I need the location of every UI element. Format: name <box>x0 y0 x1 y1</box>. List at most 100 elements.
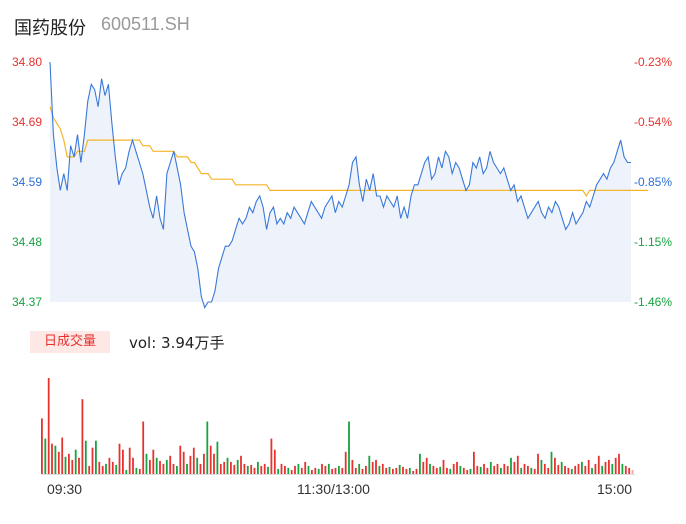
volume-badge[interactable]: 日成交量 <box>30 331 110 353</box>
pct-label-top: -0.23% <box>633 55 672 69</box>
volume-bar <box>388 466 391 474</box>
volume-bar <box>365 465 367 474</box>
volume-bar <box>341 467 344 474</box>
volume-bar <box>540 459 543 474</box>
volume-bar <box>135 467 138 474</box>
volume-bar <box>41 418 43 474</box>
volume-bar <box>550 451 553 474</box>
volume-bar <box>574 465 577 474</box>
volume-bar <box>196 457 199 474</box>
volume-bar <box>378 465 381 474</box>
volume-bar <box>199 463 202 474</box>
volume-bar <box>273 449 276 474</box>
volume-bar <box>371 461 374 474</box>
volume-bar <box>105 463 107 474</box>
volume-bar <box>246 465 249 474</box>
price-label-bottom: 34.37 <box>12 295 43 309</box>
volume-bar <box>280 463 283 474</box>
volume-bar <box>74 449 77 474</box>
volume-bar <box>78 457 80 474</box>
price-label-middle: 34.59 <box>12 175 43 189</box>
volume-bar <box>473 451 475 474</box>
volume-bar <box>314 467 317 474</box>
volume-bar <box>115 464 118 474</box>
volume-bar <box>51 443 53 474</box>
volume-bar <box>479 466 482 474</box>
volume-bar <box>243 463 246 474</box>
volume-bar <box>354 467 357 474</box>
volume-bar <box>203 453 205 474</box>
volume-total: vol: 3.94万手 <box>129 334 225 352</box>
volume-bar <box>608 459 610 474</box>
volume-bar <box>584 465 587 474</box>
volume-bar <box>594 463 597 474</box>
volume-bar <box>381 463 384 474</box>
volume-bar <box>419 453 421 474</box>
volume-bar <box>213 453 215 474</box>
volume-bar <box>132 457 134 474</box>
volume-bar <box>516 455 519 474</box>
volume-bar <box>47 378 50 474</box>
volume-bar <box>395 467 398 474</box>
stock-code: 600511.SH <box>101 14 190 34</box>
volume-bar <box>564 465 566 474</box>
volume-bar <box>543 463 546 474</box>
volume-bar <box>155 457 158 474</box>
volume-bar <box>510 457 512 474</box>
volume-bar <box>432 465 435 474</box>
pct-label-bottom: -1.46% <box>633 295 672 309</box>
volume-bar <box>624 465 627 474</box>
volume-bar <box>54 445 57 474</box>
volume-bar <box>338 465 340 474</box>
volume-bar <box>604 461 607 474</box>
volume-bar <box>145 453 148 474</box>
average-price-line <box>49 106 649 198</box>
volume-bar <box>429 463 431 474</box>
volume-bar <box>611 463 614 474</box>
volume-bar <box>334 467 337 474</box>
volume-bar <box>533 468 536 474</box>
volume-bar <box>527 465 529 474</box>
volume-bar <box>270 438 273 474</box>
volume-bar <box>452 463 455 474</box>
volume-bar <box>186 463 188 474</box>
volume-bar <box>503 463 506 474</box>
volume-bar <box>223 461 226 474</box>
volume-bar <box>577 463 580 474</box>
volume-bar <box>435 467 438 474</box>
volume-bar <box>398 464 401 474</box>
volume-bar <box>408 467 411 474</box>
volume-bar <box>449 468 452 474</box>
volume-bar <box>581 461 583 474</box>
volume-bar <box>297 463 300 474</box>
price-area-fill <box>50 62 631 308</box>
volume-bar <box>618 453 620 474</box>
stock-name: 国药股份 <box>14 18 86 39</box>
pct-label-middle: -0.85% <box>633 175 672 189</box>
volume-bar <box>442 459 445 474</box>
price-line <box>49 61 631 309</box>
volume-bar <box>88 465 91 474</box>
volume-bar <box>506 465 509 474</box>
volume-bar <box>172 463 175 474</box>
pct-label-lower: -1.15% <box>633 235 672 249</box>
volume-bar <box>331 468 334 474</box>
volume-bar <box>95 440 97 474</box>
volume-bar <box>226 457 229 474</box>
volume-bar <box>250 464 253 474</box>
volume-bar <box>57 451 60 474</box>
volume-bar <box>81 399 84 474</box>
volume-bar <box>257 461 259 474</box>
volume-bar <box>300 467 303 474</box>
volume-bar <box>84 440 87 474</box>
volume-bar <box>64 456 67 474</box>
volume-bar <box>263 463 266 474</box>
volume-bar <box>469 468 472 474</box>
volume-bar <box>537 453 539 474</box>
volume-bar <box>149 459 151 474</box>
volume-bar <box>98 461 101 474</box>
volume-bar <box>530 467 533 474</box>
volume-bar <box>476 465 479 474</box>
volume-bar <box>317 468 320 474</box>
volume-bar <box>233 464 236 474</box>
